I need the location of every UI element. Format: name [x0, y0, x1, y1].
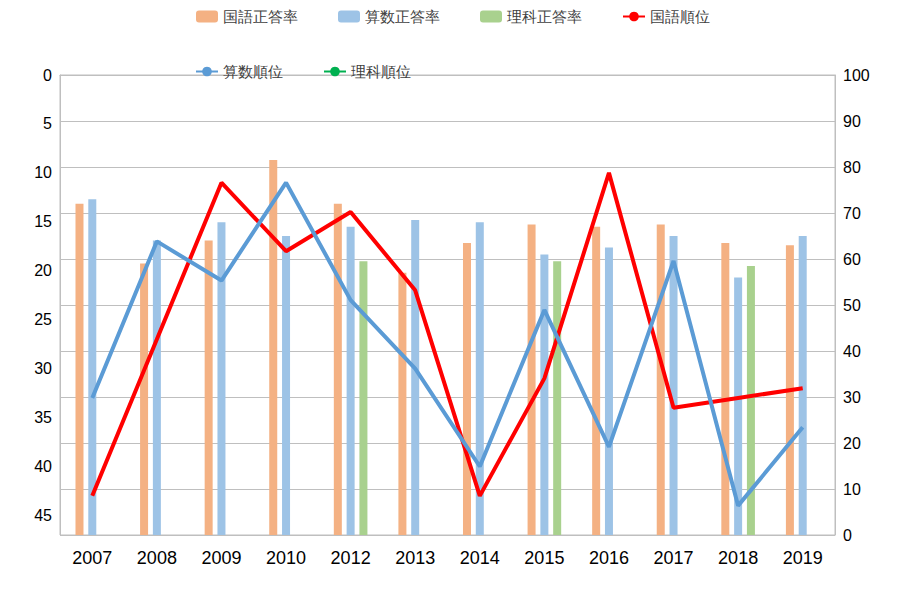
svg-text:10: 10: [843, 481, 861, 498]
svg-text:15: 15: [34, 213, 52, 230]
svg-text:2010: 2010: [266, 548, 306, 568]
svg-text:45: 45: [34, 507, 52, 524]
svg-text:2015: 2015: [524, 548, 564, 568]
svg-text:5: 5: [43, 115, 52, 132]
svg-text:理科正答率: 理科正答率: [507, 8, 582, 25]
svg-text:2008: 2008: [137, 548, 177, 568]
svg-text:国語正答率: 国語正答率: [223, 8, 298, 25]
svg-text:理科順位: 理科順位: [351, 63, 411, 80]
svg-text:0: 0: [43, 67, 52, 84]
svg-text:10: 10: [34, 164, 52, 181]
svg-text:国語順位: 国語順位: [650, 8, 710, 25]
svg-text:50: 50: [843, 297, 861, 314]
svg-text:2018: 2018: [718, 548, 758, 568]
svg-text:40: 40: [843, 343, 861, 360]
svg-text:25: 25: [34, 311, 52, 328]
svg-text:2017: 2017: [654, 548, 694, 568]
svg-text:2009: 2009: [201, 548, 241, 568]
svg-text:20: 20: [34, 262, 52, 279]
svg-text:2012: 2012: [331, 548, 371, 568]
svg-text:算数正答率: 算数正答率: [365, 8, 440, 25]
svg-text:90: 90: [843, 113, 861, 130]
svg-text:2019: 2019: [783, 548, 823, 568]
svg-text:2007: 2007: [72, 548, 112, 568]
svg-text:2013: 2013: [395, 548, 435, 568]
svg-text:40: 40: [34, 458, 52, 475]
svg-text:20: 20: [843, 435, 861, 452]
svg-text:80: 80: [843, 159, 861, 176]
svg-text:30: 30: [843, 389, 861, 406]
svg-text:30: 30: [34, 360, 52, 377]
svg-text:60: 60: [843, 251, 861, 268]
svg-text:2014: 2014: [460, 548, 500, 568]
svg-text:35: 35: [34, 409, 52, 426]
svg-text:算数順位: 算数順位: [223, 63, 283, 80]
svg-text:70: 70: [843, 205, 861, 222]
svg-text:0: 0: [843, 527, 852, 544]
svg-text:100: 100: [843, 67, 870, 84]
svg-text:2016: 2016: [589, 548, 629, 568]
